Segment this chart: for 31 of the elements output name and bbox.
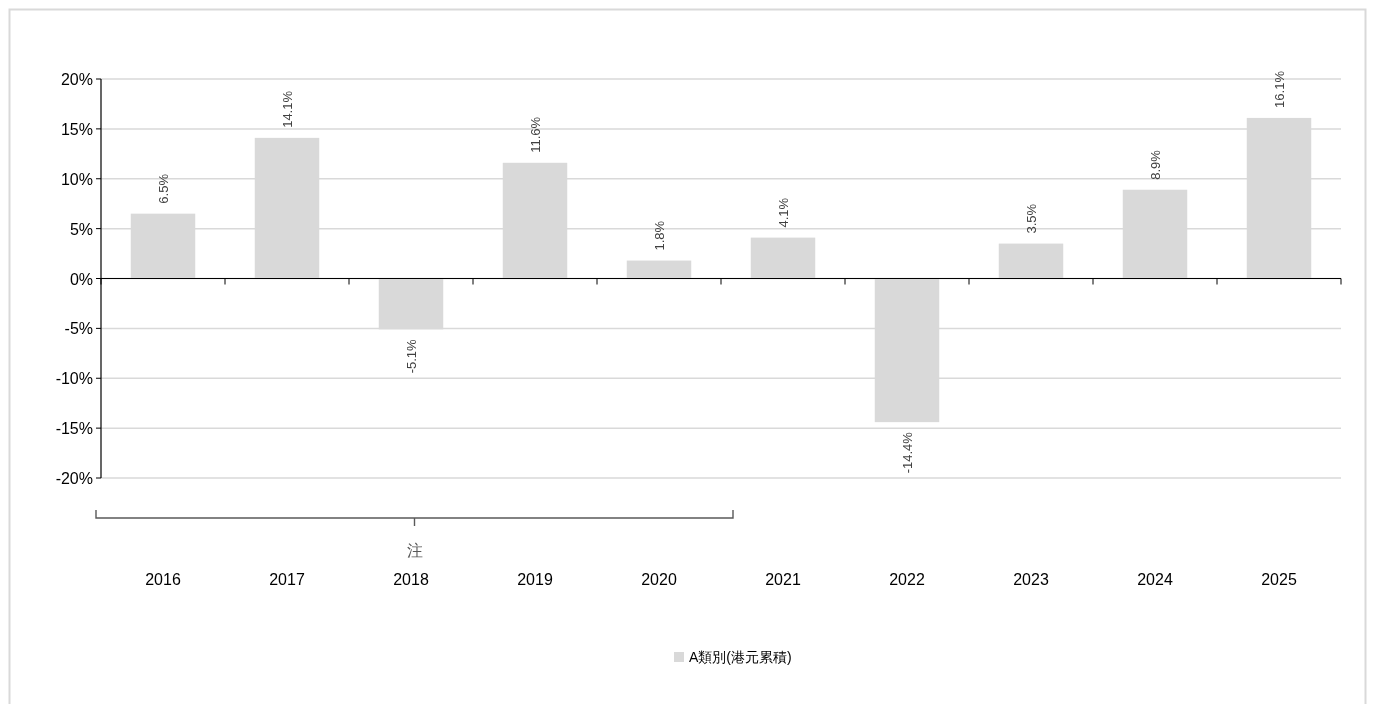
x-tick-label: 2021 — [765, 571, 801, 588]
data-label: 14.1% — [279, 90, 295, 128]
data-label: 16.1% — [1271, 70, 1287, 108]
y-tick-label: -20% — [55, 470, 93, 487]
x-tick-label: 2025 — [1261, 571, 1297, 588]
x-tick-label: 2016 — [145, 571, 181, 588]
x-tick-label: 2020 — [641, 571, 677, 588]
data-label: -14.4% — [899, 431, 915, 474]
data-label: 11.6% — [527, 116, 543, 153]
x-tick-label: 2022 — [889, 571, 925, 588]
y-tick-label: -10% — [55, 370, 93, 388]
y-tick-label: 10% — [60, 170, 93, 188]
data-label: 4.1% — [775, 197, 791, 228]
data-label: 1.8% — [651, 220, 667, 251]
x-tick-label: 2017 — [269, 571, 305, 588]
y-tick-label: 5% — [69, 220, 93, 238]
y-tick-label: 20% — [60, 71, 93, 88]
data-label: -5.1% — [403, 338, 419, 374]
y-tick-label: -15% — [55, 420, 93, 438]
x-tick-label: 2023 — [1013, 571, 1049, 588]
y-tick-label: 0% — [69, 270, 93, 288]
x-tick-label: 2019 — [517, 571, 553, 588]
text: 注 — [406, 542, 423, 559]
y-tick-label: 15% — [60, 120, 93, 138]
x-tick-label: 2024 — [1137, 571, 1173, 588]
data-label: 8.9% — [1147, 149, 1163, 180]
legend-label: A類別(港元累積) — [689, 649, 792, 665]
x-tick-label: 2018 — [393, 571, 429, 588]
data-label: 3.5% — [1023, 203, 1039, 234]
y-tick-label: -5% — [64, 320, 93, 338]
data-label: 6.5% — [155, 173, 171, 204]
